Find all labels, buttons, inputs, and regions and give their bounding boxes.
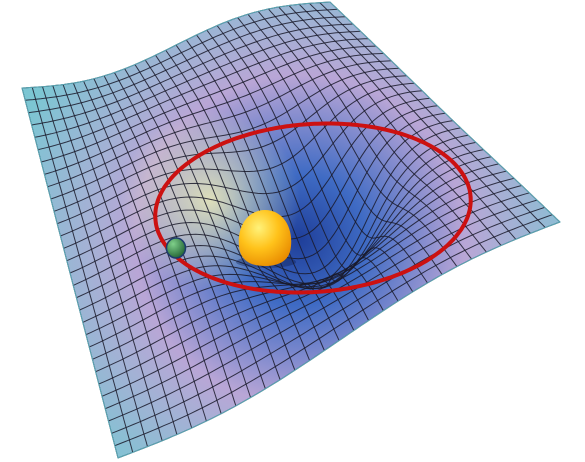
- grid-line: [108, 199, 538, 422]
- grid-line: [309, 2, 531, 234]
- grid-line: [319, 2, 546, 228]
- sun-sphere: [238, 210, 292, 266]
- orbit-path-front: [153, 195, 473, 295]
- planet: [165, 237, 187, 259]
- planet-sphere: [165, 237, 187, 259]
- sun: [236, 210, 296, 268]
- grid-line: [114, 214, 553, 447]
- orbit-path-back: [153, 121, 473, 221]
- sheet-grid-lines: [21, 1, 561, 459]
- grid-line: [298, 3, 517, 240]
- grid-line: [111, 206, 545, 434]
- sheet-outline: [21, 1, 561, 459]
- curved-spacetime-sheet: [21, 1, 561, 459]
- grid-line: [105, 192, 530, 410]
